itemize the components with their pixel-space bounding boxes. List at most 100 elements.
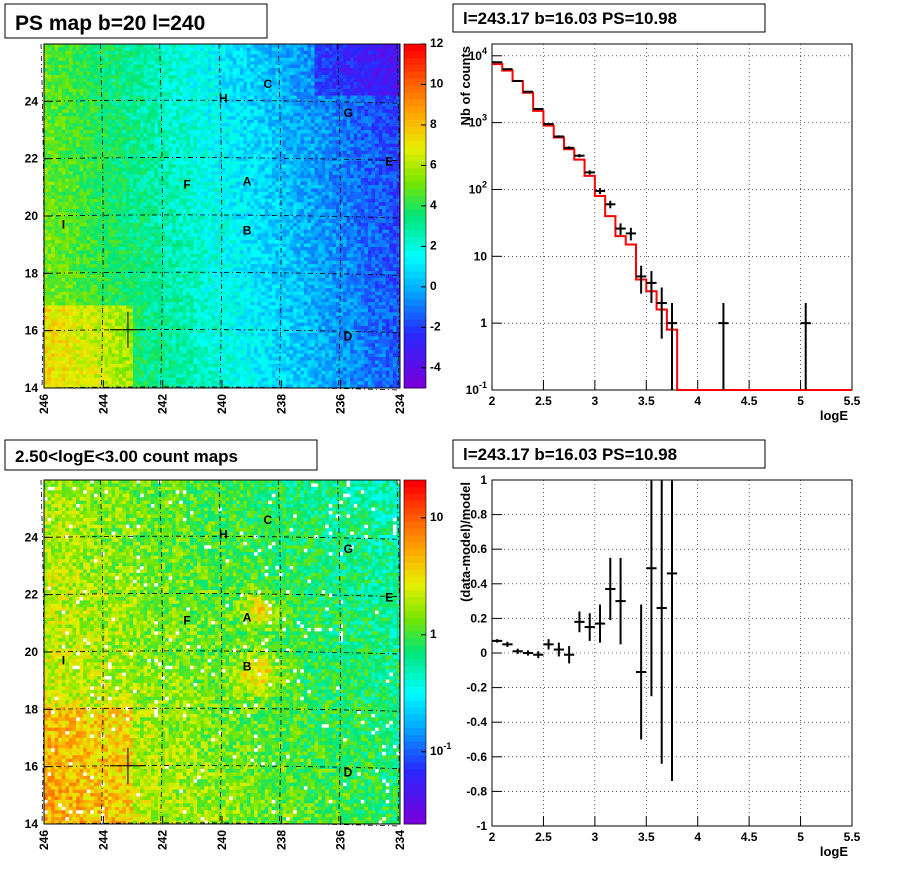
- source-label-E: E: [385, 155, 393, 169]
- source-label-A: A: [243, 175, 252, 189]
- y-tick-label: 0.6: [470, 542, 487, 556]
- grid-line-l: [218, 43, 223, 389]
- y-tick-label: 103: [469, 113, 487, 130]
- grid-line-l: [40, 479, 45, 825]
- x-tick-label: 240: [215, 394, 229, 414]
- y-tick-label: -0.6: [466, 750, 487, 764]
- y-tick-label: 10-1: [466, 380, 487, 397]
- colorbar-frame: [403, 479, 427, 825]
- grid-line-l: [99, 43, 104, 389]
- grid-line-l: [40, 43, 45, 389]
- title-count-map-box: 2.50<logE<3.00 count maps: [4, 439, 318, 471]
- colorbar-label: -4: [430, 360, 441, 374]
- colorbar-label: 10: [430, 510, 444, 524]
- grid-line-l: [337, 479, 341, 825]
- x-tick-label: 234: [393, 830, 407, 850]
- grid-line-l: [159, 43, 163, 389]
- colorbar-label: 0: [430, 279, 437, 293]
- colorbar-label: -2: [430, 319, 441, 333]
- grid-line-l: [159, 479, 163, 825]
- x-tick-label: 246: [37, 830, 51, 850]
- y-axis-label: Nb of counts: [458, 46, 473, 125]
- colorbar-label: 12: [430, 36, 444, 50]
- y-tick-label: 0.8: [470, 508, 487, 522]
- y-tick-label: 18: [25, 702, 39, 716]
- title-spectrum-box: l=243.17 b=16.03 PS=10.98: [452, 3, 766, 33]
- x-tick-label: 238: [274, 830, 288, 850]
- x-tick-label: 2.5: [535, 830, 552, 844]
- x-tick-label: 236: [334, 394, 348, 414]
- source-label-A: A: [243, 611, 252, 625]
- heatmap-panel-1: 246 244 242 240 238 236 234 14 16 18 20 22 24 A B C D E F G…: [25, 479, 451, 850]
- x-tick-label: 4: [694, 394, 701, 408]
- x-tick-label: 5: [797, 394, 804, 408]
- colorbar-label: 10-1: [430, 741, 451, 758]
- y-tick-label: 14: [25, 817, 39, 831]
- source-label-F: F: [183, 613, 190, 627]
- source-label-H: H: [219, 91, 228, 105]
- x-tick-label: 236: [334, 830, 348, 850]
- colorbar-label: 4: [430, 198, 437, 212]
- x-tick-label: 238: [274, 394, 288, 414]
- series-model-histogram: [492, 63, 852, 391]
- colorbar-label: 2: [430, 238, 437, 252]
- x-tick-label: 242: [156, 830, 170, 850]
- x-tick-label: 244: [96, 830, 110, 850]
- title-residuals: l=243.17 b=16.03 PS=10.98: [463, 445, 677, 464]
- x-axis-label: logE: [820, 408, 848, 423]
- y-tick-label: -0.4: [466, 715, 487, 729]
- y-tick-label: 22: [25, 588, 39, 602]
- y-tick-label: 24: [25, 530, 39, 544]
- y-tick-label: -0.2: [466, 681, 487, 695]
- x-tick-label: 5: [797, 830, 804, 844]
- x-tick-label: 240: [215, 830, 229, 850]
- colorbar-label: 8: [430, 117, 437, 131]
- y-tick-label: -1: [476, 819, 487, 833]
- source-label-B: B: [243, 223, 252, 237]
- source-label-D: D: [344, 329, 353, 343]
- y-tick-label: 18: [25, 266, 39, 280]
- colorbar-label: 10: [430, 76, 444, 90]
- grid-line-l: [277, 479, 282, 825]
- x-tick-label: 4.5: [741, 394, 758, 408]
- x-tick-label: 5.5: [844, 394, 861, 408]
- y-tick-label: 22: [25, 152, 39, 166]
- x-tick-label: 2: [489, 394, 496, 408]
- y-tick-label: 102: [469, 179, 487, 196]
- source-label-I: I: [62, 218, 65, 232]
- source-label-E: E: [385, 591, 393, 605]
- y-tick-label: 14: [25, 381, 39, 395]
- x-tick-label: 4: [694, 830, 701, 844]
- title-ps-map-box: PS map b=20 l=240: [4, 3, 268, 39]
- x-tick-label: 244: [96, 394, 110, 414]
- grid-line-l: [218, 479, 223, 825]
- source-label-F: F: [183, 177, 190, 191]
- y-tick-label: 1: [480, 316, 487, 330]
- y-tick-label: 16: [25, 760, 39, 774]
- spectrum-panel: 2 2.5 3 3.5 4 4.5 5 5.5 10-1 1 10 102 103 104 logE Nb o…: [458, 43, 861, 423]
- source-label-G: G: [344, 542, 353, 556]
- grid-line-l: [277, 43, 282, 389]
- y-tick-label: 0: [480, 646, 487, 660]
- colorbar-frame: [403, 43, 427, 389]
- title-residuals-box: l=243.17 b=16.03 PS=10.98: [452, 439, 766, 469]
- source-label-I: I: [62, 654, 65, 668]
- x-tick-label: 246: [37, 394, 51, 414]
- y-axis-label: (data-model)/model: [458, 482, 473, 602]
- colorbar-label: 6: [430, 157, 437, 171]
- x-tick-label: 3.5: [638, 394, 655, 408]
- source-label-B: B: [243, 659, 252, 673]
- x-tick-label: 5.5: [844, 830, 861, 844]
- y-tick-label: 0.2: [470, 611, 487, 625]
- x-tick-label: 4.5: [741, 830, 758, 844]
- source-label-G: G: [344, 106, 353, 120]
- x-tick-label: 3: [592, 394, 599, 408]
- y-tick-label: -0.8: [466, 784, 487, 798]
- y-tick-label: 20: [25, 209, 39, 223]
- source-label-C: C: [264, 513, 273, 527]
- y-tick-label: 24: [25, 94, 39, 108]
- y-tick-label: 10: [474, 249, 488, 263]
- source-label-C: C: [264, 77, 273, 91]
- heatmap-panel-0: 246 244 242 240 238 236 234141618202224ABCDEFG…: [25, 36, 444, 414]
